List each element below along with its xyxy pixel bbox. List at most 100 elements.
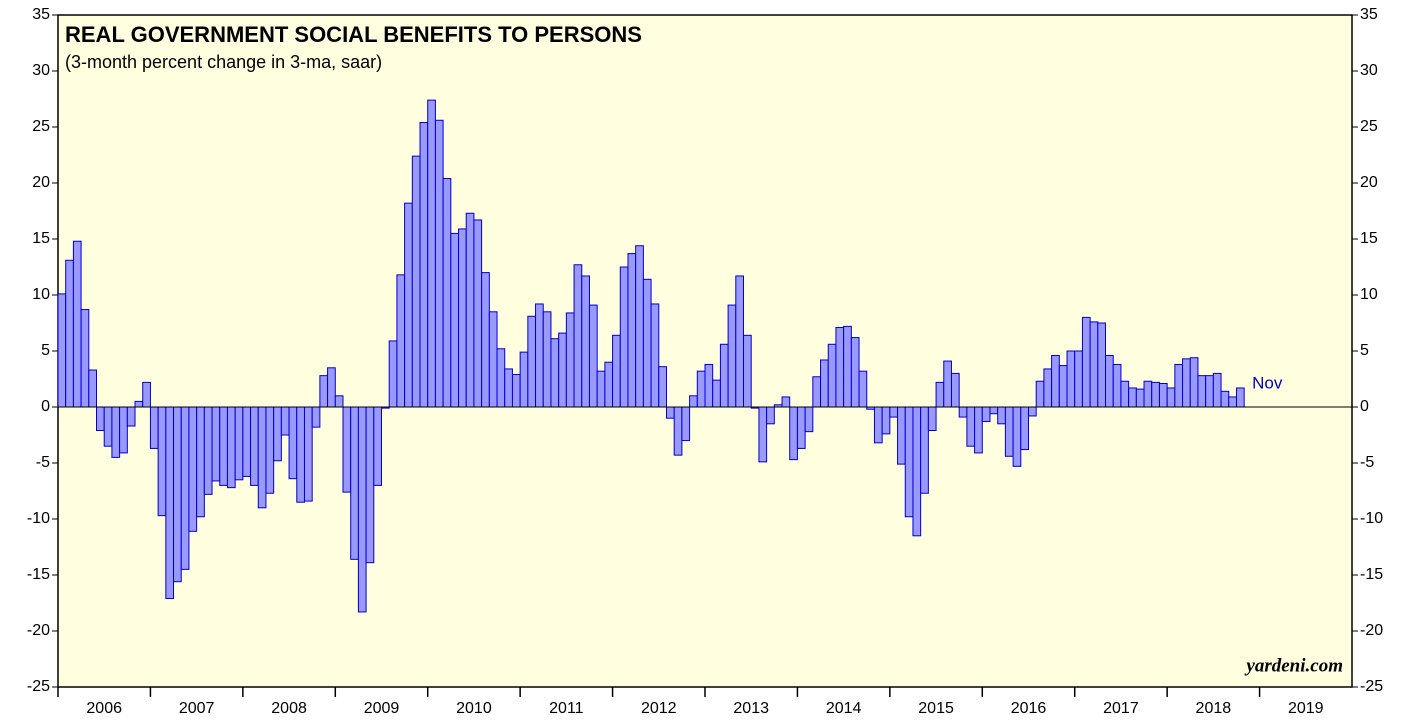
bar <box>873 406 883 444</box>
bar <box>296 406 305 503</box>
x-tick-label: 2013 <box>733 700 769 717</box>
y2-tick-label: 5 <box>1360 342 1369 359</box>
bar <box>1074 350 1083 408</box>
bar <box>1235 387 1245 408</box>
bar <box>1004 406 1014 457</box>
bar <box>558 332 567 408</box>
bar <box>1020 406 1029 451</box>
bar <box>665 406 675 419</box>
bar <box>704 363 714 408</box>
bar <box>843 325 852 408</box>
y2-tick-label: -20 <box>1360 622 1383 639</box>
bar <box>388 340 398 408</box>
bar <box>581 275 590 408</box>
bar <box>658 366 667 408</box>
bar <box>519 351 529 408</box>
bar <box>511 374 521 408</box>
bar <box>481 272 490 408</box>
bar <box>242 406 252 477</box>
bar <box>712 379 721 408</box>
x-tick-label: 2015 <box>918 700 954 717</box>
x-tick-label: 2011 <box>549 700 584 717</box>
y-tick-label: 0 <box>41 398 50 415</box>
bar <box>743 334 752 408</box>
y2-tick-label: -25 <box>1360 678 1383 695</box>
annotation: Nov <box>1252 373 1283 392</box>
bar <box>65 259 74 408</box>
bar <box>303 406 313 502</box>
bar <box>588 304 598 408</box>
bar <box>689 395 698 408</box>
bar <box>327 367 336 408</box>
bar <box>981 406 991 423</box>
y2-tick-label: 0 <box>1360 398 1369 415</box>
bar <box>881 406 891 435</box>
bar <box>1035 380 1045 408</box>
y-tick-label: -10 <box>27 510 50 527</box>
bar <box>527 315 537 408</box>
bar <box>565 312 575 408</box>
x-tick-label: 2009 <box>364 700 400 717</box>
bar <box>257 406 267 509</box>
bar <box>596 370 606 408</box>
bar <box>1158 382 1168 408</box>
bar <box>57 293 67 408</box>
y-tick-label: 10 <box>32 286 50 303</box>
bar <box>1097 322 1107 408</box>
bar <box>1058 365 1068 408</box>
bar <box>989 406 999 415</box>
bar <box>203 406 213 495</box>
bar <box>173 406 182 583</box>
x-tick-label: 2017 <box>1103 700 1139 717</box>
bar <box>434 119 444 408</box>
bar <box>912 406 922 537</box>
x-tick-label: 2008 <box>271 700 307 717</box>
bar <box>943 360 952 408</box>
bar <box>365 406 375 564</box>
y2-tick-label: -15 <box>1360 566 1383 583</box>
bar <box>342 406 352 493</box>
y2-tick-label: -10 <box>1360 510 1383 527</box>
bar <box>835 326 845 408</box>
bar <box>250 406 259 486</box>
bar <box>134 400 144 408</box>
bar <box>781 396 791 408</box>
bar <box>119 406 128 454</box>
bar <box>111 406 121 458</box>
y2-tick-label: 30 <box>1360 62 1378 79</box>
bar <box>1112 363 1122 408</box>
y-tick-label: -15 <box>27 566 50 583</box>
bar <box>72 240 82 408</box>
bar <box>889 406 899 418</box>
bar <box>1081 316 1091 408</box>
bar <box>966 406 976 447</box>
bar <box>219 406 228 486</box>
bar <box>373 406 382 486</box>
bar <box>719 343 729 408</box>
bar <box>80 309 90 408</box>
bar <box>619 266 629 408</box>
chart-title: REAL GOVERNMENT SOCIAL BENEFITS TO PERSO… <box>65 22 642 47</box>
bar <box>735 275 745 408</box>
bar <box>126 406 136 427</box>
chart-subtitle: (3-month percent change in 3-ma, saar) <box>65 52 382 72</box>
bar <box>974 406 983 454</box>
bar <box>234 406 244 481</box>
bar <box>1212 372 1222 408</box>
bar <box>450 232 460 408</box>
y2-tick-label: 10 <box>1360 286 1378 303</box>
bar <box>103 406 113 447</box>
bar <box>265 406 275 494</box>
x-tick-label: 2014 <box>826 700 862 717</box>
x-tick-label: 2006 <box>86 700 122 717</box>
bar <box>927 406 937 432</box>
bar <box>1220 390 1230 408</box>
bar <box>196 406 205 518</box>
bar <box>1174 363 1184 408</box>
bar <box>350 406 359 560</box>
y-tick-label: 5 <box>41 342 50 359</box>
bar <box>804 406 814 433</box>
bar <box>820 359 829 408</box>
bar <box>673 406 683 456</box>
